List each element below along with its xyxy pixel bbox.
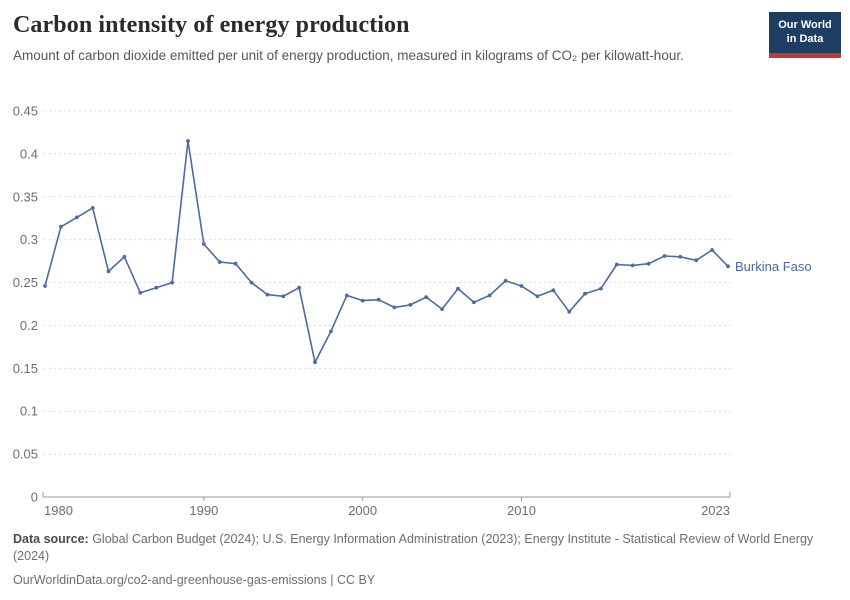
data-point[interactable] [249, 280, 254, 285]
x-axis-label: 2000 [348, 503, 377, 518]
data-point[interactable] [233, 261, 238, 266]
y-axis-label: 0.4 [20, 146, 38, 161]
data-point[interactable] [614, 262, 619, 267]
owid-logo-red-bar [769, 52, 841, 58]
data-point[interactable] [122, 254, 127, 259]
data-point[interactable] [90, 206, 95, 210]
page-title: Carbon intensity of energy production [13, 12, 410, 38]
data-point[interactable] [487, 293, 492, 298]
y-axis-label: 0.25 [13, 275, 38, 290]
data-point[interactable] [329, 329, 333, 334]
y-axis-label: 0.2 [20, 318, 38, 333]
data-source-text: Global Carbon Budget (2024); U.S. Energy… [13, 532, 814, 564]
data-point[interactable] [281, 294, 286, 299]
data-point[interactable] [535, 294, 540, 299]
data-point[interactable] [440, 307, 444, 311]
data-point[interactable] [376, 297, 381, 302]
y-axis-label: 0.1 [20, 404, 38, 419]
data-point[interactable] [59, 224, 63, 229]
chart-footer: Data source: Global Carbon Budget (2024)… [13, 531, 818, 589]
data-point[interactable] [186, 139, 190, 143]
axes [42, 492, 731, 501]
y-axis-label: 0.3 [20, 232, 38, 247]
data-point[interactable] [392, 305, 397, 310]
data-point[interactable] [583, 291, 587, 296]
data-point[interactable] [138, 290, 143, 295]
data-point[interactable] [519, 284, 524, 288]
owid-logo-line1: Our World [778, 19, 832, 31]
data-point[interactable] [726, 264, 730, 269]
data-point[interactable] [360, 298, 365, 303]
data-line-burkina-faso[interactable] [44, 140, 729, 364]
gridlines [44, 110, 734, 455]
data-point[interactable] [201, 242, 206, 246]
data-point[interactable] [710, 248, 714, 252]
owid-logo-line2: in Data [786, 32, 824, 45]
y-axis-label: 0.45 [13, 104, 38, 119]
data-point[interactable] [217, 260, 222, 264]
data-point[interactable] [106, 269, 111, 274]
license-line[interactable]: OurWorldinData.org/co2-and-greenhouse-ga… [13, 572, 376, 587]
series-lines: Burkina Faso [43, 139, 812, 365]
data-point[interactable] [472, 300, 476, 305]
data-source-line: Data source: Global Carbon Budget (2024)… [13, 531, 818, 566]
x-axis-label: 2010 [507, 503, 536, 518]
data-point[interactable] [662, 254, 667, 258]
data-point[interactable] [646, 261, 651, 266]
data-point[interactable] [43, 284, 47, 288]
data-point[interactable] [567, 309, 572, 314]
data-point[interactable] [694, 258, 699, 263]
data-point[interactable] [313, 360, 317, 365]
data-point[interactable] [74, 215, 79, 220]
owid-logo[interactable]: Our World in Data [769, 12, 841, 58]
axis-labels: 0 0.05 0.1 0.15 0.2 0.25 0.3 0.35 0.4 0.45 1980 199… [13, 104, 730, 519]
data-point[interactable] [630, 263, 635, 268]
x-axis-label: 1990 [189, 503, 218, 518]
x-axis-label: 1980 [44, 503, 73, 518]
y-axis-label: 0.05 [13, 447, 38, 462]
data-point[interactable] [424, 295, 429, 299]
x-axis-label: 2023 [701, 503, 730, 518]
data-point[interactable] [265, 292, 270, 297]
data-source-label: Data source: [13, 532, 89, 546]
data-point[interactable] [297, 285, 301, 290]
y-axis-label: 0.15 [13, 361, 38, 376]
data-point[interactable] [678, 254, 683, 259]
chart-header: Carbon intensity of energy production Am… [13, 12, 753, 66]
chart-subtitle: Amount of carbon dioxide emitted per uni… [13, 48, 684, 63]
y-axis-label: 0 [31, 490, 38, 505]
data-point[interactable] [503, 278, 508, 283]
data-point[interactable] [344, 293, 349, 298]
owid-logo-box: Our World in Data [769, 12, 841, 53]
data-point[interactable] [551, 288, 556, 293]
data-point[interactable] [599, 286, 603, 291]
data-point[interactable] [170, 280, 175, 285]
data-point[interactable] [456, 286, 460, 291]
y-axis-label: 0.35 [13, 189, 38, 204]
data-point[interactable] [154, 285, 159, 290]
data-point[interactable] [408, 303, 413, 307]
series-end-label[interactable]: Burkina Faso [735, 259, 812, 274]
